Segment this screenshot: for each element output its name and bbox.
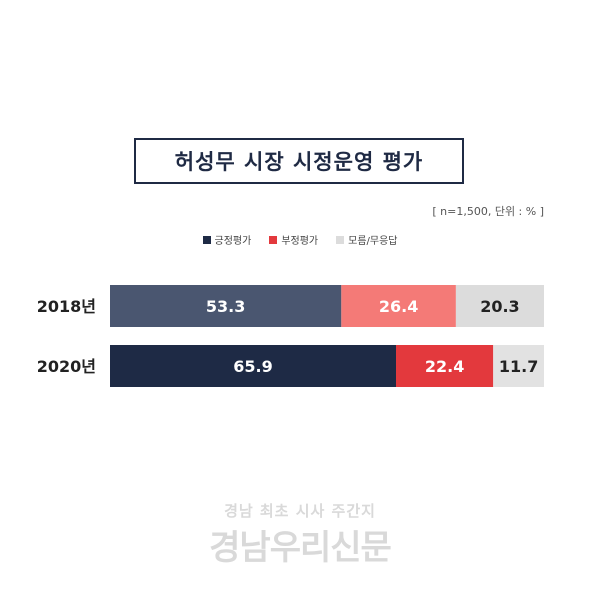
bar-value-label: 26.4 [379,297,418,316]
bar-segment [493,345,544,387]
bar-value-label: 65.9 [233,357,272,376]
legend-swatch-unknown [336,235,345,244]
bar-value-label: 20.3 [480,297,519,316]
bar-value-label: 22.4 [425,357,464,376]
legend-label-positive: 긍정평가 [214,236,252,247]
category-label: 2020년 [37,357,96,376]
legend-item-positive: 긍정평가 [202,232,252,247]
bar-segment [396,345,494,387]
legend-item-unknown: 모름/무응답 [336,232,398,247]
bar-segment [455,285,544,327]
chart-title: 허성무 시장 시정운영 평가 [134,138,464,184]
category-label: 2018년 [37,297,96,316]
bar-segment [110,285,342,327]
bar-value-label: 11.7 [499,357,538,376]
watermark-tagline: 경남 최초 시사 주간지 [224,502,376,520]
sample-note: [ n=1,500, 단위 : % ] [432,205,544,218]
legend-item-negative: 부정평가 [269,232,318,247]
watermark-logo: 경남우리신문 [209,528,392,568]
bar-value-label: 53.3 [206,297,245,316]
legend-swatch-positive [202,235,211,244]
bar-segment [341,285,456,327]
bar-segment [110,345,397,387]
legend-label-negative: 부정평가 [281,236,319,247]
legend-label-unknown: 모름/무응답 [348,236,398,247]
legend-swatch-negative [269,235,278,244]
legend: 긍정평가 부정평가 모름/무응답 [0,232,600,247]
